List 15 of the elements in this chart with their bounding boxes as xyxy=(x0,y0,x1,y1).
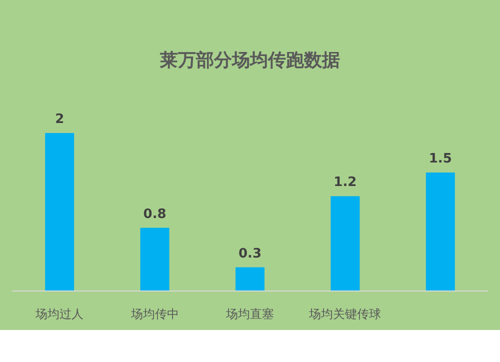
x-tick-label: 场均传中 xyxy=(130,307,179,321)
data-label: 0.3 xyxy=(238,246,262,262)
bar xyxy=(45,133,74,291)
x-tick-label: 场均关键传球 xyxy=(308,307,382,321)
x-tick-label: 场均直塞 xyxy=(225,307,274,321)
chart-title: 莱万部分场均传跑数据 xyxy=(159,50,340,71)
x-tick-label: 场均过人 xyxy=(34,307,84,321)
data-label: 1.5 xyxy=(428,152,452,166)
bar xyxy=(140,228,170,291)
data-label: 2 xyxy=(55,112,64,127)
data-label: 1.2 xyxy=(334,175,357,190)
data-label: 0.8 xyxy=(143,206,166,222)
bar xyxy=(426,172,455,291)
bar xyxy=(236,267,264,291)
bar xyxy=(330,196,360,291)
